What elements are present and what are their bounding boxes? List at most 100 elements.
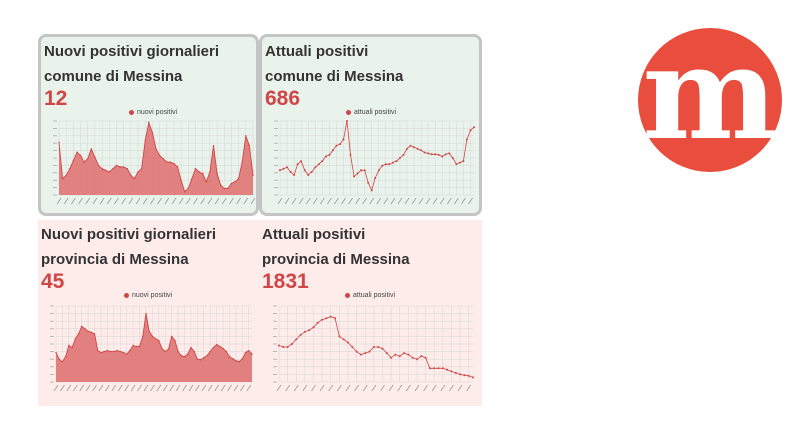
data-point — [219, 345, 221, 348]
data-point — [299, 333, 302, 336]
data-point — [455, 163, 458, 166]
x-tick — [53, 384, 59, 392]
x-tick — [150, 197, 155, 205]
data-point — [162, 158, 164, 160]
data-point — [97, 349, 99, 352]
data-point — [130, 174, 132, 176]
data-point — [248, 349, 250, 352]
x-tick — [124, 384, 130, 392]
data-point — [338, 335, 341, 338]
title-line-2: comune di Messina — [44, 68, 183, 85]
data-point — [437, 367, 440, 370]
data-point — [290, 343, 293, 345]
data-point — [289, 170, 292, 173]
data-point — [329, 315, 332, 318]
x-tick — [121, 197, 126, 205]
data-point — [81, 325, 83, 327]
points — [55, 312, 253, 363]
data-point — [209, 350, 211, 353]
x-tick — [92, 197, 98, 205]
data-point — [372, 346, 375, 348]
legend-dot-icon — [346, 109, 351, 115]
legend-label: nuovi positivi — [137, 109, 178, 116]
x-tick — [369, 197, 375, 205]
legend-dot-icon — [124, 292, 129, 298]
x-tick — [188, 384, 194, 392]
data-point — [79, 154, 82, 157]
x-tick — [243, 197, 249, 205]
x-tick — [207, 197, 213, 205]
data-point — [307, 174, 310, 176]
x-tick — [130, 384, 136, 392]
data-point — [286, 346, 289, 348]
data-point — [308, 329, 311, 332]
panel-title: Attuali positivi comune di Messina — [265, 39, 403, 89]
data-point — [61, 361, 64, 363]
x-tick — [276, 384, 282, 392]
chart-attuali-comune — [274, 120, 475, 205]
x-tick — [291, 197, 297, 205]
legend: attuali positivi — [345, 292, 395, 299]
data-point — [427, 152, 430, 155]
x-tick — [236, 197, 241, 205]
x-tick — [142, 197, 148, 205]
x-ticks — [53, 384, 252, 392]
data-point — [212, 145, 215, 147]
x-tick — [298, 197, 304, 205]
data-point — [108, 171, 110, 173]
x-tick — [164, 197, 170, 205]
legend: attuali positivi — [346, 109, 396, 116]
data-point — [106, 349, 109, 352]
x-tick — [397, 197, 403, 205]
data-point — [112, 168, 114, 170]
data-point — [74, 338, 76, 340]
data-point — [458, 161, 461, 164]
data-point — [158, 339, 160, 342]
panel-attuali-comune: Attuali positivi comune di Messina 686 a… — [259, 34, 482, 216]
data-point — [84, 328, 86, 330]
data-point — [391, 161, 394, 164]
data-point — [90, 148, 92, 150]
x-tick — [106, 197, 112, 205]
panel-nuovi-comune: Nuovi positivi giornalieri comune di Mes… — [38, 34, 259, 216]
x-tick — [79, 384, 85, 392]
data-point — [398, 157, 401, 159]
x-tick — [85, 384, 91, 392]
current-value: 1831 — [262, 270, 309, 293]
x-tick — [440, 384, 446, 392]
x-tick — [99, 197, 105, 205]
data-point — [109, 350, 112, 353]
x-tick — [105, 384, 110, 392]
data-point — [339, 143, 341, 146]
data-point — [164, 350, 166, 353]
x-tick — [432, 197, 438, 205]
x-tick — [92, 384, 97, 392]
x-tick — [193, 197, 198, 205]
x-tick — [388, 384, 394, 392]
x-tick — [454, 197, 459, 205]
x-tick — [380, 384, 385, 392]
data-point — [316, 321, 319, 324]
data-point — [388, 163, 391, 166]
data-point — [169, 161, 172, 163]
points — [58, 121, 254, 193]
x-tick — [214, 197, 220, 205]
data-point — [312, 326, 315, 329]
data-point — [126, 353, 128, 355]
data-point — [180, 355, 182, 357]
data-point — [441, 155, 444, 158]
x-tick — [182, 384, 187, 392]
data-point — [171, 335, 173, 338]
data-point — [359, 353, 362, 356]
data-point — [416, 358, 418, 361]
x-tick — [341, 197, 346, 205]
data-point — [94, 156, 96, 158]
panel-nuovi-provincia: Nuovi positivi giornalieri provincia di … — [38, 220, 259, 406]
x-ticks — [56, 197, 256, 205]
x-tick — [277, 197, 283, 205]
data-point — [216, 343, 218, 346]
x-tick — [56, 197, 62, 205]
data-point — [377, 346, 380, 348]
data-point — [205, 181, 207, 183]
data-point — [473, 126, 475, 129]
